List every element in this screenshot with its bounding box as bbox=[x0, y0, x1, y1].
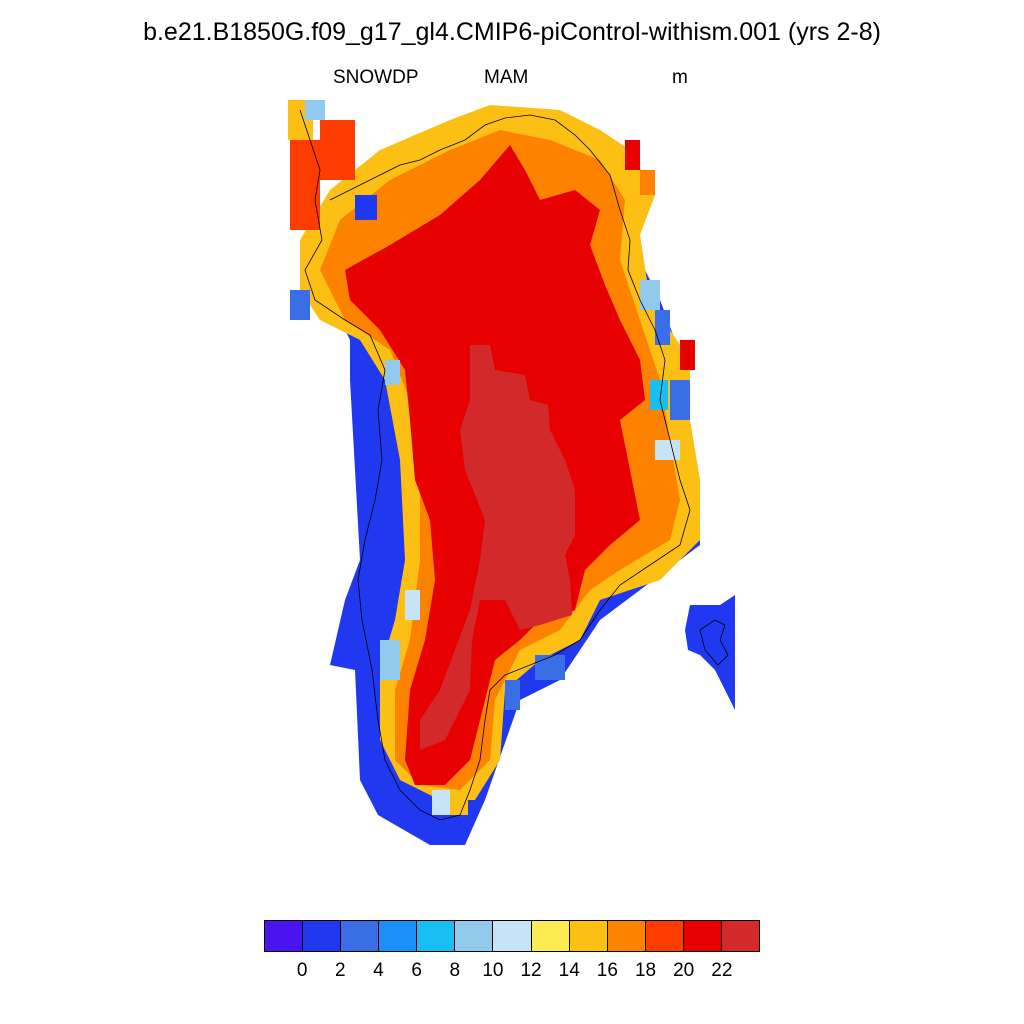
coastline-island bbox=[699, 619, 729, 666]
coastal-patch bbox=[680, 340, 695, 370]
colorbar bbox=[264, 920, 760, 952]
colorbar-tick-label: 8 bbox=[449, 960, 461, 981]
variable-label: SNOWDP bbox=[333, 67, 419, 88]
greenland-snow-depth-map bbox=[288, 100, 735, 845]
coastal-patch bbox=[405, 590, 420, 620]
coastal-patch bbox=[535, 655, 565, 680]
coastal-patch bbox=[385, 360, 400, 385]
colorbar-box bbox=[607, 921, 646, 951]
colorbar-tick-label: 4 bbox=[373, 960, 384, 981]
coastal-patch bbox=[625, 140, 640, 170]
colorbar-tick-label: 18 bbox=[634, 960, 657, 981]
colorbar-box bbox=[265, 921, 304, 951]
snow-depth-field bbox=[288, 100, 735, 845]
coastal-patch bbox=[320, 120, 355, 180]
interior-peak-region bbox=[420, 345, 575, 750]
coastline-west bbox=[299, 109, 691, 821]
colorbar-tick-label: 10 bbox=[482, 960, 504, 981]
colorbar-box bbox=[569, 921, 608, 951]
coastal-patch bbox=[640, 170, 655, 195]
colorbar-tick-label: 16 bbox=[596, 960, 618, 981]
coastal-patch bbox=[380, 640, 400, 680]
colorbar-box bbox=[417, 921, 456, 951]
colorbar-box bbox=[379, 921, 418, 951]
coastal-patch bbox=[355, 195, 377, 220]
colorbar-box bbox=[455, 921, 494, 951]
coastal-patch bbox=[655, 440, 680, 460]
coastal-patch bbox=[505, 680, 520, 710]
plot-title: b.e21.B1850G.f09_g17_gl4.CMIP6-piControl… bbox=[143, 18, 881, 46]
coastline bbox=[299, 109, 729, 821]
colorbar-box bbox=[531, 921, 570, 951]
coastal-patch bbox=[670, 380, 690, 420]
colorbar-tick-label: 6 bbox=[411, 960, 422, 981]
coastal-patch bbox=[450, 790, 468, 815]
colorbar-box bbox=[721, 921, 760, 951]
colorbar-tick-label: 2 bbox=[335, 960, 346, 981]
units-label: m bbox=[672, 67, 688, 88]
coastal-patch bbox=[290, 140, 320, 230]
coastal-patch bbox=[305, 100, 325, 120]
colorbar-box bbox=[341, 921, 380, 951]
colorbar-box bbox=[683, 921, 722, 951]
colorbar-box bbox=[303, 921, 342, 951]
coastal-patch bbox=[432, 790, 452, 815]
colorbar-tick-label: 12 bbox=[520, 960, 542, 981]
coastal-patch bbox=[290, 290, 310, 320]
colorbar-tick-label: 0 bbox=[296, 960, 308, 981]
colorbar-box bbox=[645, 921, 684, 951]
coastal-patch bbox=[650, 380, 668, 410]
season-label: MAM bbox=[484, 67, 529, 88]
colorbar-tick-label: 20 bbox=[673, 960, 695, 981]
colorbar-box bbox=[493, 921, 532, 951]
coastal-patch bbox=[655, 310, 670, 345]
colorbar-tick-label: 14 bbox=[558, 960, 580, 981]
coastal-patch bbox=[640, 280, 660, 310]
eastern-island bbox=[685, 595, 735, 710]
colorbar-tick-label: 22 bbox=[711, 960, 733, 981]
